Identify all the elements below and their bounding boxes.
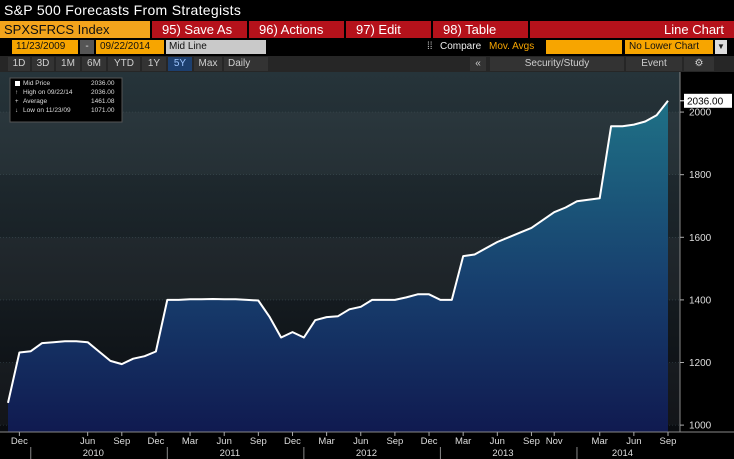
x-tick-label: Jun xyxy=(80,436,95,447)
lower-chart[interactable]: No Lower Chart xyxy=(625,40,713,54)
actions-button[interactable]: 96) Actions xyxy=(249,21,344,38)
window-title: S&P 500 Forecasts From Strategists xyxy=(4,2,242,18)
legend-icon: + xyxy=(15,99,19,105)
legend-swatch xyxy=(15,81,20,86)
legend-icon: ↑ xyxy=(15,90,18,96)
y-tick-label: 1600 xyxy=(689,233,712,244)
year-label: 2010 xyxy=(83,448,104,459)
legend-stat-value: 1461.08 xyxy=(91,98,115,105)
last-value-tag xyxy=(684,93,732,108)
moving-averages[interactable]: Mov. Avgs xyxy=(489,41,535,52)
chart-type-button[interactable]: Line Chart xyxy=(530,21,734,38)
ticker-field[interactable]: SPXSFRCS Index xyxy=(0,21,150,38)
legend-icon: ↓ xyxy=(15,108,18,114)
x-tick-label: Dec xyxy=(421,436,438,447)
legend-stat-label: Low on 11/23/09 xyxy=(23,107,71,114)
period-button[interactable]: 1D xyxy=(8,57,30,71)
x-tick-label: Sep xyxy=(386,436,403,447)
table-button[interactable]: 98) Table xyxy=(433,21,528,38)
security-study-button[interactable]: Security/Study xyxy=(490,57,624,71)
legend-stat-label: High on 09/22/14 xyxy=(23,89,73,96)
legend-stat-value: 1071.00 xyxy=(91,107,115,114)
x-tick-label: Sep xyxy=(113,436,130,447)
area xyxy=(8,100,668,433)
x-tick-label: Jun xyxy=(626,436,641,447)
moving-averages-field[interactable] xyxy=(546,40,622,54)
x-tick-label: Sep xyxy=(523,436,540,447)
x-tick-label: Sep xyxy=(250,436,267,447)
start-date[interactable]: 11/23/2009 xyxy=(12,40,78,54)
year-label: 2012 xyxy=(356,448,377,459)
period-button-selected[interactable]: 5Y xyxy=(168,57,192,71)
period-button[interactable]: 1M xyxy=(56,57,80,71)
x-tick-label: Mar xyxy=(182,436,198,447)
edit-button[interactable]: 97) Edit xyxy=(346,21,431,38)
settings-button[interactable]: ⚙ xyxy=(684,57,714,71)
y-tick-label: 1000 xyxy=(689,421,712,432)
period-button[interactable]: 3D xyxy=(32,57,54,71)
x-tick-label: Dec xyxy=(284,436,301,447)
year-label: 2013 xyxy=(492,448,513,459)
x-tick-label: Dec xyxy=(147,436,164,447)
x-tick-label: Mar xyxy=(455,436,471,447)
x-tick-label: Nov xyxy=(546,436,563,447)
period-button[interactable]: YTD xyxy=(108,57,140,71)
y-tick-label: 1200 xyxy=(689,358,712,369)
last-value-label: 2036.00 xyxy=(687,96,724,107)
period-button[interactable]: 6M xyxy=(82,57,106,71)
event-button[interactable]: Event xyxy=(626,57,682,71)
period-button[interactable]: Max xyxy=(194,57,222,71)
date-separator: - xyxy=(80,40,94,54)
legend-series-name: Mid Price xyxy=(23,80,50,87)
x-tick-label: Mar xyxy=(592,436,608,447)
y-tick-label: 2000 xyxy=(689,108,712,119)
legend-box xyxy=(9,77,123,123)
period-button[interactable]: 1Y xyxy=(142,57,166,71)
compare-icon: ⁞⁞ xyxy=(427,41,433,52)
x-tick-label: Mar xyxy=(318,436,334,447)
chart: Mid Price 2036.00 High on 09/22/14 2036.… xyxy=(0,72,734,459)
x-tick-label: Sep xyxy=(660,436,677,447)
x-tick-label: Dec xyxy=(11,436,28,447)
end-date[interactable]: 09/22/2014 xyxy=(96,40,164,54)
legend-series-value: 2036.00 xyxy=(91,80,115,87)
x-tick-label: Jun xyxy=(217,436,232,447)
x-tick-label: Jun xyxy=(353,436,368,447)
line xyxy=(7,100,669,404)
legend-stat-value: 2036.00 xyxy=(91,89,115,96)
lower-chart-arrow[interactable]: ▼ xyxy=(715,40,727,54)
frequency-select[interactable]: Daily xyxy=(224,57,268,71)
line-mode[interactable]: Mid Line xyxy=(166,40,266,54)
collapse-button[interactable]: « xyxy=(470,57,486,71)
y-tick-label: 1800 xyxy=(689,170,712,181)
x-tick-label: Jun xyxy=(490,436,505,447)
save-as-button[interactable]: 95) Save As xyxy=(152,21,247,38)
y-tick-label: 1400 xyxy=(689,295,712,306)
year-label: 2011 xyxy=(220,448,240,459)
year-label: 2014 xyxy=(612,448,633,459)
legend-stat-label: Average xyxy=(23,98,47,105)
compare-button[interactable]: Compare xyxy=(440,41,482,52)
